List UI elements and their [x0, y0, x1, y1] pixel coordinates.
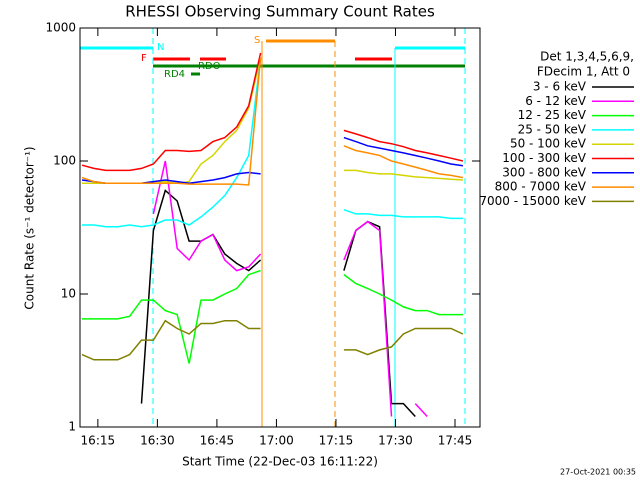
- timestamp: 27-Oct-2021 00:35: [560, 468, 636, 477]
- series-line: [82, 57, 463, 228]
- annotation: S: [254, 35, 260, 46]
- x-tick-label: 17:00: [259, 434, 294, 448]
- x-tick-label: 17:45: [438, 434, 473, 448]
- legend-label: 50 - 100 keV: [510, 137, 587, 151]
- plot-area: [81, 52, 464, 418]
- x-tick-label: 16:30: [140, 434, 175, 448]
- annotation: N: [157, 42, 164, 53]
- series-line: [81, 57, 464, 186]
- state-bars: N F RDO RD4 S: [80, 28, 466, 427]
- legend-label: 100 - 300 keV: [502, 151, 586, 165]
- y-tick-label: 10: [61, 287, 76, 301]
- axes-frame: [79, 27, 481, 428]
- y-tick-label: 100: [53, 154, 76, 168]
- x-tick-label: 17:15: [319, 434, 354, 448]
- chart-title: RHESSI Observing Summary Count Rates: [125, 3, 435, 21]
- series-line: [152, 160, 428, 418]
- x-tick-label: 16:45: [200, 434, 235, 448]
- legend-label: 7000 - 15000 keV: [479, 194, 586, 208]
- legend-label: 3 - 6 keV: [533, 80, 587, 94]
- y-axis-label: Count Rate (s⁻¹ detector⁻¹): [23, 146, 37, 309]
- legend-label: 6 - 12 keV: [525, 94, 587, 108]
- legend-label: 12 - 25 keV: [518, 108, 587, 122]
- legend-label: 800 - 7000 keV: [495, 180, 587, 194]
- y-tick-label: 1: [68, 420, 76, 434]
- legend-label: 25 - 50 keV: [518, 122, 587, 136]
- legend-title: FDecim 1, Att 0: [537, 65, 630, 79]
- series-line: [82, 269, 463, 364]
- annotation: F: [141, 53, 147, 64]
- y-tick-label: 1000: [45, 21, 76, 35]
- x-tick-label: 16:15: [81, 434, 116, 448]
- series-line: [81, 319, 464, 361]
- legend-label: 300 - 800 keV: [502, 165, 586, 179]
- legend-title: Det 1,3,4,5,6,9,: [540, 50, 634, 64]
- x-tick-label: 17:30: [378, 434, 413, 448]
- annotation: RDO: [198, 61, 221, 72]
- x-axis-label: Start Time (22-Dec-03 16:11:22): [182, 455, 378, 469]
- annotation: RD4: [164, 69, 185, 80]
- series-line: [81, 52, 464, 172]
